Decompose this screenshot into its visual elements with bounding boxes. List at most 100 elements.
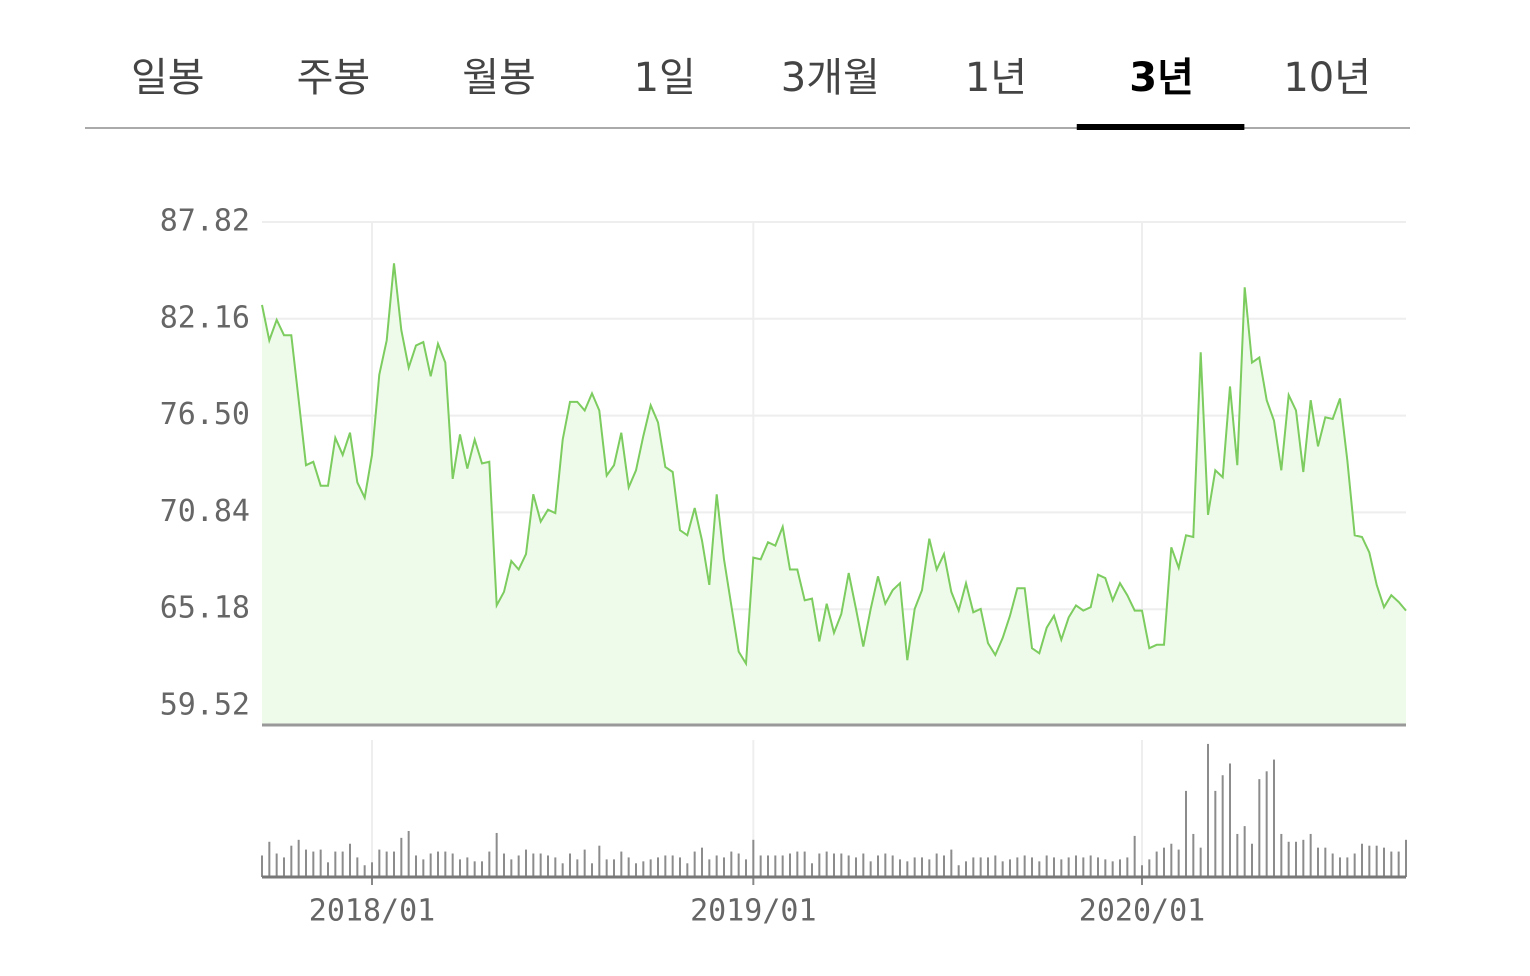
volume-bar xyxy=(422,859,425,877)
volume-bar xyxy=(532,853,535,877)
volume-bar xyxy=(510,859,513,877)
volume-bar xyxy=(693,851,696,877)
volume-bar xyxy=(1361,843,1363,877)
volume-bar xyxy=(363,865,366,877)
y-tick-label: 65.18 xyxy=(160,591,250,626)
volume-bar xyxy=(1346,857,1349,877)
volume-bar xyxy=(972,857,975,877)
volume-bar xyxy=(356,857,359,877)
price-line xyxy=(261,263,1407,667)
volume-bar xyxy=(1368,845,1371,877)
volume-bar xyxy=(554,857,557,877)
volume-bar xyxy=(1353,853,1356,877)
volume-bar xyxy=(664,855,667,877)
volume-bar xyxy=(1038,861,1041,877)
volume-bar xyxy=(869,861,872,877)
volume-bar xyxy=(796,851,799,877)
volume-bar xyxy=(1317,847,1319,877)
tab[interactable]: 10년 xyxy=(1283,55,1371,101)
volume-bar xyxy=(994,855,997,877)
volume-bar xyxy=(1229,763,1231,877)
x-tick-label: 2018/01 xyxy=(309,894,435,929)
volume-bar xyxy=(943,855,945,877)
volume-bar xyxy=(1053,857,1055,877)
volume-bar xyxy=(715,855,718,877)
volume-bar xyxy=(305,849,307,877)
volume-bar xyxy=(1192,833,1195,877)
y-tick-label: 87.82 xyxy=(160,204,250,239)
volume-bar xyxy=(400,837,403,877)
volume-bar xyxy=(1009,859,1011,877)
volume-bar xyxy=(1405,839,1407,877)
volume-bar xyxy=(1016,857,1019,877)
volume-bar xyxy=(708,859,711,877)
volume-bar xyxy=(297,839,300,877)
tab[interactable]: 3년 xyxy=(1129,55,1194,101)
volume-bar xyxy=(349,843,351,877)
volume-bar xyxy=(466,857,469,877)
volume-bar xyxy=(334,851,337,877)
volume-bar xyxy=(649,859,652,877)
volume-bar xyxy=(341,851,344,877)
volume-bar xyxy=(1243,826,1246,877)
volume-bar xyxy=(1280,833,1283,877)
volume-bar xyxy=(642,861,645,877)
tab[interactable]: 1년 xyxy=(965,55,1027,101)
volume-bar xyxy=(730,851,733,877)
volume-bar xyxy=(935,853,938,877)
volume-bar xyxy=(327,862,329,877)
tab[interactable]: 1일 xyxy=(634,55,696,101)
volume-bar xyxy=(503,853,505,877)
tab[interactable]: 3개월 xyxy=(781,55,880,101)
volume-bar xyxy=(1067,857,1070,877)
volume-bar xyxy=(488,851,491,877)
volume-bar xyxy=(473,861,476,877)
volume-bar xyxy=(723,857,725,877)
volume-bar xyxy=(415,855,417,877)
volume-bar xyxy=(1302,839,1305,877)
x-tick-label: 2019/01 xyxy=(690,894,816,929)
volume-bar xyxy=(1265,771,1268,877)
volume-bar xyxy=(1082,857,1085,877)
volume-bar xyxy=(759,855,762,877)
volume-bar xyxy=(803,851,806,877)
volume-bar xyxy=(825,851,828,877)
volume-bar xyxy=(1060,859,1063,877)
volume-bar xyxy=(781,855,784,877)
volume-bar xyxy=(987,857,989,877)
volume-bar xyxy=(847,855,850,877)
volume-bar xyxy=(275,853,278,877)
tab[interactable]: 월봉 xyxy=(462,55,536,101)
price-area xyxy=(262,263,1406,725)
volume-bar xyxy=(1089,855,1092,877)
tab[interactable]: 주봉 xyxy=(297,55,371,101)
volume-bar xyxy=(283,857,285,877)
volume-bar xyxy=(437,851,439,877)
volume-bar xyxy=(312,851,315,877)
volume-bar xyxy=(913,857,916,877)
volume-bar xyxy=(319,849,322,877)
y-tick-label: 82.16 xyxy=(160,300,250,335)
volume-bar xyxy=(393,851,395,877)
volume-bar xyxy=(1170,843,1173,877)
volume-bar xyxy=(1236,833,1239,877)
volume-bar xyxy=(1309,833,1312,877)
volume-bar xyxy=(1185,790,1187,877)
volume-bar xyxy=(957,865,960,877)
volume-bar xyxy=(268,841,271,877)
tab[interactable]: 일봉 xyxy=(131,55,205,101)
volume-bar xyxy=(811,863,813,877)
volume-bar xyxy=(899,859,901,877)
volume-bar xyxy=(862,853,865,877)
volume-bar xyxy=(774,855,777,877)
volume-bar xyxy=(1177,849,1180,877)
x-tick-label: 2020/01 xyxy=(1079,894,1205,929)
volume-bar xyxy=(1001,861,1004,877)
volume-bar xyxy=(1375,845,1378,877)
volume-bar xyxy=(1207,743,1209,877)
volume-bar xyxy=(1119,859,1121,877)
volume-bar xyxy=(576,859,579,877)
volume-bar xyxy=(884,853,887,877)
volume-bar xyxy=(1273,759,1275,877)
volume-bar xyxy=(979,857,982,877)
